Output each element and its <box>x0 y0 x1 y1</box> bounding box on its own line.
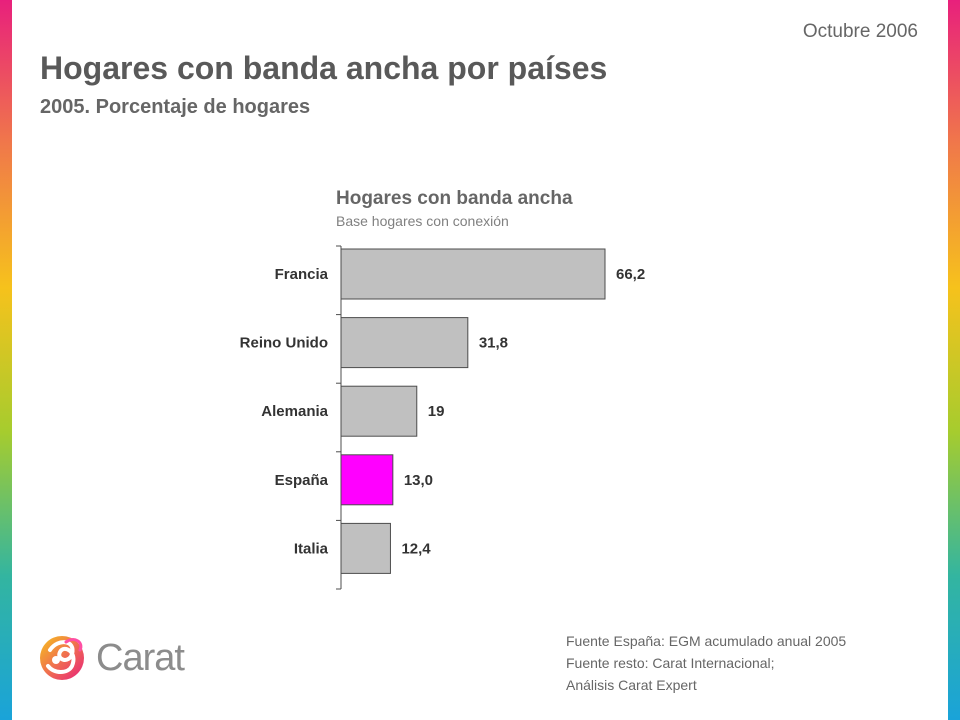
category-label: Italia <box>294 540 329 557</box>
category-label: España <box>275 472 329 489</box>
bar-3 <box>340 385 418 437</box>
page-title: Hogares con banda ancha por países <box>40 50 608 86</box>
value-label: 13,0 <box>404 472 433 489</box>
bar-2 <box>340 317 469 369</box>
logo-wordmark: Carat <box>96 637 185 679</box>
left-rainbow-edge <box>0 0 12 720</box>
value-label: 31,8 <box>479 335 508 352</box>
bar-4 <box>340 454 394 506</box>
source-notes: Fuente España: EGM acumulado anual 2005 … <box>566 630 846 696</box>
value-label: 12,4 <box>401 540 431 557</box>
report-date: Octubre 2006 <box>802 21 918 42</box>
source-line: Análisis Carat Expert <box>566 677 697 693</box>
category-label: Reino Unido <box>240 335 328 352</box>
source-line: Fuente España: EGM acumulado anual 2005 <box>566 633 847 649</box>
carat-swirl-logo <box>40 636 84 680</box>
page-subtitle: 2005. Porcentaje de hogares <box>40 96 311 118</box>
bar-5 <box>340 522 391 574</box>
value-label: 66,2 <box>616 266 645 283</box>
value-label: 19 <box>428 403 445 420</box>
chart-subtitle: Base hogares con conexión <box>336 213 509 229</box>
bar-1 <box>340 248 606 300</box>
category-label: Alemania <box>261 403 328 420</box>
source-line: Fuente resto: Carat Internacional; <box>566 655 775 671</box>
category-label: Francia <box>275 266 329 283</box>
right-rainbow-edge <box>948 0 960 720</box>
chart-title: Hogares con banda ancha <box>336 188 573 209</box>
